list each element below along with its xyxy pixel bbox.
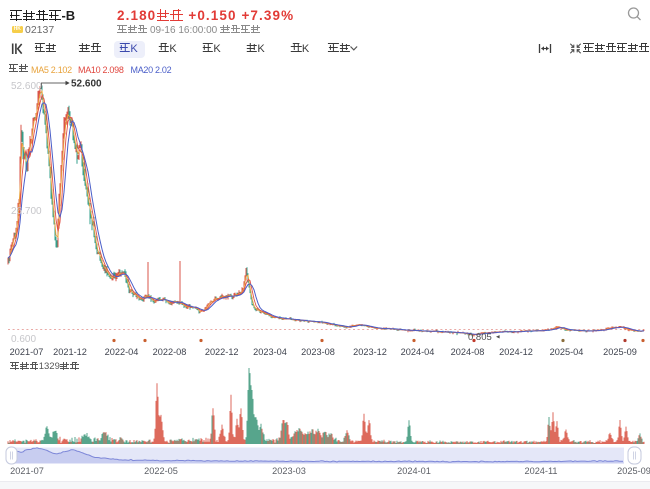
svg-text:52.600: 52.600 <box>71 79 102 90</box>
svg-text:0.805: 0.805 <box>468 332 492 343</box>
